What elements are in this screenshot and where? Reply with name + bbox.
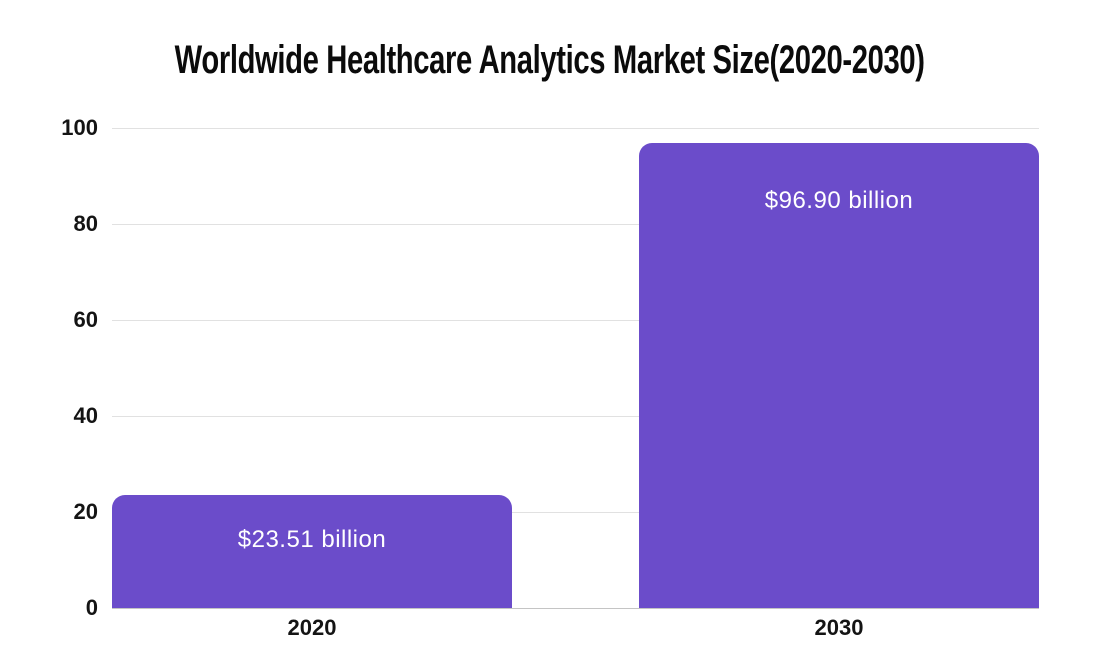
y-tick-label-80: 80	[73, 211, 98, 236]
bar-2020: $23.51 billion	[112, 495, 512, 608]
y-tick-label-0: 0	[85, 595, 98, 620]
y-tick-label-100: 100	[61, 115, 98, 140]
chart-title-wrap: Worldwide Healthcare Analytics Market Si…	[0, 36, 1100, 84]
gridline-20	[112, 512, 1039, 513]
y-tick-label-60: 60	[73, 307, 98, 332]
y-tick-label-20: 20	[73, 499, 98, 524]
bar-value-label-2030: $96.90 billion	[764, 186, 914, 214]
gridline-80	[112, 224, 1039, 225]
bar-value-label-2020: $23.51 billion	[237, 526, 387, 554]
bar-2030: $96.90 billion	[639, 142, 1039, 608]
chart-title: Worldwide Healthcare Analytics Market Si…	[175, 37, 925, 82]
gridline-40	[112, 416, 1039, 417]
gridline-100	[112, 128, 1039, 129]
y-tick-label-40: 40	[73, 403, 98, 428]
x-axis-baseline	[112, 608, 1039, 609]
x-axis-label-2020: 2020	[287, 615, 337, 640]
gridline-60	[112, 320, 1039, 321]
x-axis-label-2030: 2030	[814, 615, 864, 640]
